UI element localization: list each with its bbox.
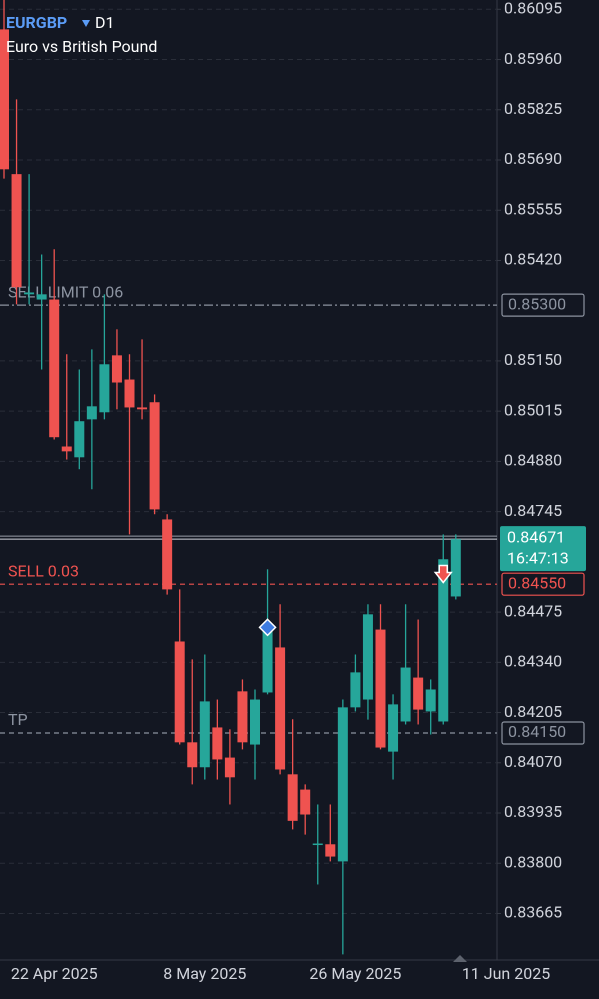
price-axis: 0.86095 0.85960 0.85825 0.85690 0.85555 0.854…: [497, 0, 586, 922]
order-price-box: [501, 293, 585, 317]
y-tick-label: 0.85420: [504, 250, 562, 269]
grid: [0, 8, 497, 914]
candle-body: [312, 843, 323, 846]
order-line-label: SELL 0.03: [8, 561, 79, 580]
time-axis: 22 Apr 2025 8 May 2025 26 May 2025 11 Jun 2…: [11, 964, 550, 983]
candle-body: [450, 539, 461, 597]
candle-body: [149, 402, 160, 510]
y-tick-label: 0.84475: [504, 601, 562, 620]
x-tick-label: 8 May 2025: [163, 964, 246, 983]
y-tick-label: 0.86095: [504, 0, 562, 18]
order-line-label: TP: [8, 710, 28, 729]
candles: [0, 0, 461, 955]
candle-body: [262, 629, 273, 693]
y-tick-label: 0.83800: [504, 852, 562, 871]
candle-body: [224, 757, 235, 778]
y-tick-label: 0.85150: [504, 350, 562, 369]
candle-body: [362, 614, 373, 700]
y-tick-label: 0.85960: [504, 49, 562, 68]
candle-body: [413, 677, 424, 710]
x-tick-label: 26 May 2025: [309, 964, 401, 983]
y-tick-label: 0.84205: [504, 702, 562, 721]
candle-body: [375, 629, 386, 748]
y-tick-label: 0.85825: [504, 99, 562, 118]
y-tick-label: 0.83665: [504, 903, 562, 922]
chart-title: Euro vs British Pound: [6, 37, 157, 56]
candle-body: [237, 691, 248, 743]
candle-body: [111, 355, 122, 383]
candle-body: [174, 641, 185, 743]
x-tick-label: 22 Apr 2025: [11, 964, 98, 983]
candle-body: [24, 292, 35, 295]
y-tick-label: 0.84070: [504, 752, 562, 771]
trade-marker: [433, 564, 453, 584]
candle-body: [250, 699, 260, 745]
y-tick-label: 0.84745: [504, 501, 562, 520]
current-price-label: 0.84671: [507, 527, 565, 546]
candle-body: [99, 364, 110, 413]
candle-body: [212, 727, 223, 760]
candle-body: [400, 667, 411, 722]
timeframe[interactable]: D1: [95, 13, 115, 32]
order-price-label: 0.84550: [508, 573, 566, 592]
y-tick-label: 0.84340: [504, 652, 562, 671]
order-line-label: SELL LIMIT 0.06: [8, 282, 123, 301]
y-tick-label: 0.85555: [504, 199, 562, 218]
order-price-label: 0.85300: [508, 294, 566, 313]
symbol[interactable]: EURGBP: [6, 13, 67, 32]
candle-body: [86, 406, 97, 420]
y-tick-label: 0.83935: [504, 802, 562, 821]
candle-body: [187, 742, 198, 768]
trade-marker: [258, 618, 277, 637]
candle-body: [300, 789, 311, 815]
y-tick-label: 0.85015: [504, 400, 562, 419]
candle-body: [275, 647, 286, 770]
y-tick-label: 0.84880: [504, 451, 562, 470]
countdown: 16:47:13: [507, 548, 569, 567]
candle-body: [11, 174, 22, 288]
candle-body: [162, 519, 173, 590]
candle-body: [438, 559, 449, 722]
candle-body: [287, 774, 298, 821]
candle-body: [124, 379, 135, 408]
candle-body: [337, 707, 348, 862]
candle-body: [36, 294, 47, 300]
symbol-dropdown-icon[interactable]: [82, 20, 90, 27]
candle-body: [425, 689, 436, 712]
candle-body: [61, 446, 72, 452]
order-price-box: [501, 572, 585, 596]
current-price-box: [500, 526, 586, 572]
scroll-marker[interactable]: [453, 955, 467, 962]
trade-markers: [258, 564, 453, 637]
candle-body: [325, 844, 336, 857]
x-tick-label: 11 Jun 2025: [462, 964, 550, 983]
candle-body: [49, 299, 60, 438]
order-price-box: [501, 721, 585, 745]
candle-body: [388, 704, 399, 752]
order-price-label: 0.84150: [508, 722, 566, 741]
candle-body: [137, 407, 148, 410]
y-tick-label: 0.85690: [504, 149, 562, 168]
candle-body: [199, 701, 210, 768]
order-lines: SELL LIMIT 0.06 SELL 0.03 TP: [0, 282, 497, 734]
candle-body: [74, 421, 85, 458]
candle-body: [0, 29, 9, 170]
candle-body: [350, 672, 361, 708]
